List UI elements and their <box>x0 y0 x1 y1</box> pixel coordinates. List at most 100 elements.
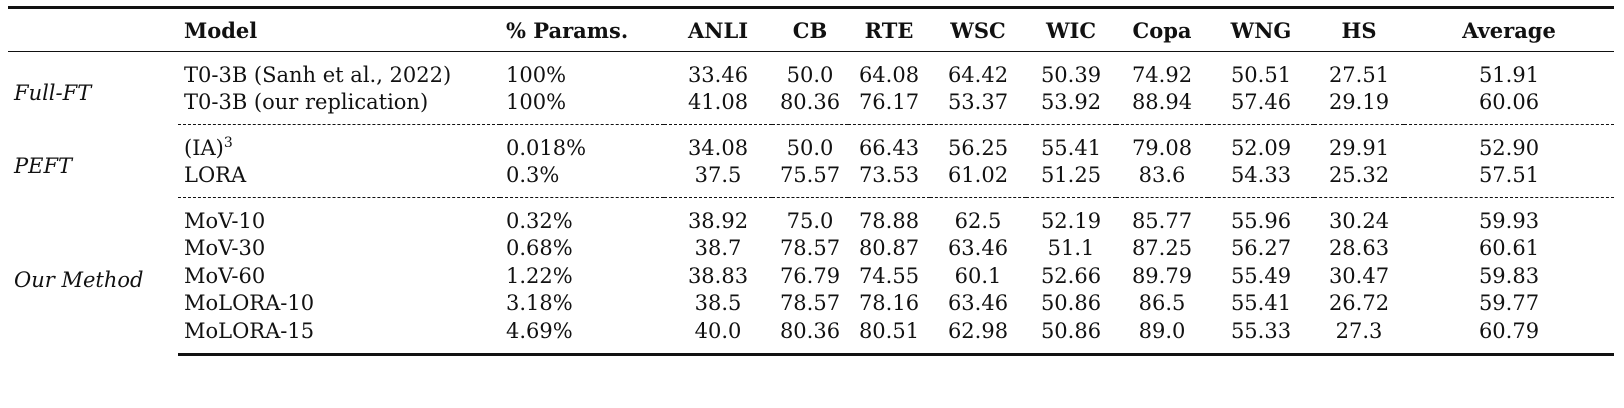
score-cell: 64.42 <box>947 62 1009 87</box>
score-cell: 55.41 <box>1040 135 1102 160</box>
score-cell: 83.6 <box>1116 161 1208 198</box>
model-name: T0-3B (our replication) <box>184 90 429 115</box>
score-cell: 78.57 <box>779 236 841 261</box>
score-cell: 52.66 <box>1040 263 1102 288</box>
score-cell: 53.37 <box>930 88 1026 125</box>
score-cell: 26.72 <box>1328 291 1390 316</box>
score-cell: 88.94 <box>1116 88 1208 125</box>
score-cell: 51.25 <box>1026 161 1116 198</box>
model-name: MoV-60 <box>184 263 266 288</box>
model-name: MoV-30 <box>184 236 266 261</box>
params-cell: 0.3% <box>500 161 664 198</box>
score-cell: 29.19 <box>1314 88 1404 125</box>
score-cell: 80.36 <box>772 317 848 356</box>
column-header: WSC <box>930 6 1026 52</box>
score-cell: 41.08 <box>664 88 772 125</box>
column-header: Model <box>178 6 500 52</box>
score-cell: 78.88 <box>858 208 920 233</box>
table-row: MoLORA-10 3.18% 38.5 78.57 78.16 63.46 50.86 86… <box>8 290 1614 318</box>
header-group-cell <box>8 6 178 52</box>
score-cell: 57.46 <box>1208 88 1314 125</box>
column-header: WIC <box>1026 6 1116 52</box>
column-header: HS <box>1314 6 1404 52</box>
column-header: Average <box>1404 6 1614 52</box>
score-cell: 50.0 <box>786 62 834 87</box>
table-row: PEFT (IA)3 0.018% 34.08 50.0 66.43 56.25 55.41 7… <box>8 125 1614 178</box>
score-cell: 85.77 <box>1131 208 1193 233</box>
params-cell: 4.69% <box>500 317 664 356</box>
group-label: Our Method <box>14 268 144 293</box>
model-name-cell: MoV-10 <box>178 198 500 235</box>
column-header: WNG <box>1208 6 1314 52</box>
score-cell: 66.43 <box>858 135 920 160</box>
score-cell: 60.1 <box>954 263 1002 288</box>
score-cell: 34.08 <box>687 135 749 160</box>
score-cell: 25.32 <box>1314 161 1404 198</box>
column-header: Copa <box>1116 6 1208 52</box>
score-cell: 55.49 <box>1230 263 1292 288</box>
score-cell: 27.3 <box>1314 317 1404 356</box>
score-cell: 80.87 <box>858 236 920 261</box>
table-body: Full-FT T0-3B (Sanh et al., 2022) 100% 33.4… <box>8 52 1614 356</box>
score-cell: 50.51 <box>1230 62 1292 87</box>
table-row: T0-3B (our replication) 100% 41.08 80.36 76.… <box>8 88 1614 125</box>
model-name-cell: T0-3B (Sanh et al., 2022) <box>178 52 500 89</box>
average-cell: 51.91 <box>1478 62 1540 87</box>
model-name-cell: MoLORA-15 <box>178 317 500 356</box>
score-cell: 78.57 <box>779 291 841 316</box>
table-header-row: Model% Params. ANLI CB RTE WSC WIC Copa WNG HS Av… <box>8 6 1614 52</box>
score-cell: 52.09 <box>1230 135 1292 160</box>
average-cell: 59.83 <box>1478 263 1540 288</box>
score-cell: 79.08 <box>1131 135 1193 160</box>
params-cell: 100% <box>506 62 567 87</box>
model-name: MoLORA-10 <box>184 291 315 316</box>
score-cell: 74.55 <box>858 263 920 288</box>
score-cell: 30.24 <box>1328 208 1390 233</box>
score-cell: 38.5 <box>694 291 742 316</box>
score-cell: 50.86 <box>1026 317 1116 356</box>
params-cell: 0.32% <box>506 208 573 233</box>
model-name: MoV-10 <box>184 208 266 233</box>
params-cell: 3.18% <box>506 291 573 316</box>
model-name-cell: LORA <box>178 161 500 198</box>
score-cell: 37.5 <box>664 161 772 198</box>
score-cell: 89.0 <box>1116 317 1208 356</box>
score-cell: 30.47 <box>1328 263 1390 288</box>
score-cell: 62.98 <box>930 317 1026 356</box>
column-header: RTE <box>848 6 930 52</box>
score-cell: 27.51 <box>1328 62 1390 87</box>
model-name-cell: MoLORA-10 <box>178 290 500 318</box>
average-cell: 57.51 <box>1404 161 1614 198</box>
score-cell: 74.92 <box>1131 62 1193 87</box>
table-row: MoV-30 0.68% 38.7 78.57 80.87 63.46 51.1 87.25 5… <box>8 235 1614 263</box>
score-cell: 55.96 <box>1230 208 1292 233</box>
score-cell: 51.1 <box>1047 236 1095 261</box>
model-name-cell: MoV-60 <box>178 262 500 290</box>
score-cell: 28.63 <box>1328 236 1390 261</box>
score-cell: 80.36 <box>772 88 848 125</box>
score-cell: 55.41 <box>1230 291 1292 316</box>
params-cell: 1.22% <box>506 263 573 288</box>
score-cell: 64.08 <box>858 62 920 87</box>
average-cell: 60.06 <box>1404 88 1614 125</box>
score-cell: 78.16 <box>858 291 920 316</box>
score-cell: 89.79 <box>1131 263 1193 288</box>
model-name: T0-3B (Sanh et al., 2022) <box>184 62 452 87</box>
score-cell: 54.33 <box>1208 161 1314 198</box>
average-cell: 59.77 <box>1478 291 1540 316</box>
group-label: Full-FT <box>14 80 92 105</box>
score-cell: 52.19 <box>1040 208 1102 233</box>
results-table: Model% Params. ANLI CB RTE WSC WIC Copa WNG HS Av… <box>8 6 1614 356</box>
column-header: % Params. <box>500 6 664 52</box>
score-cell: 87.25 <box>1131 236 1193 261</box>
score-cell: 33.46 <box>687 62 749 87</box>
score-cell: 63.46 <box>947 236 1009 261</box>
table-row: Our Method MoV-10 0.32% 38.92 75.0 78.88 62.5 5… <box>8 198 1614 293</box>
score-cell: 53.92 <box>1026 88 1116 125</box>
score-cell: 38.92 <box>687 208 749 233</box>
score-cell: 50.86 <box>1040 291 1102 316</box>
group-label: PEFT <box>14 153 73 178</box>
model-name-cell: (IA)3 <box>178 125 500 162</box>
score-cell: 38.7 <box>694 236 742 261</box>
column-header: ANLI <box>664 6 772 52</box>
